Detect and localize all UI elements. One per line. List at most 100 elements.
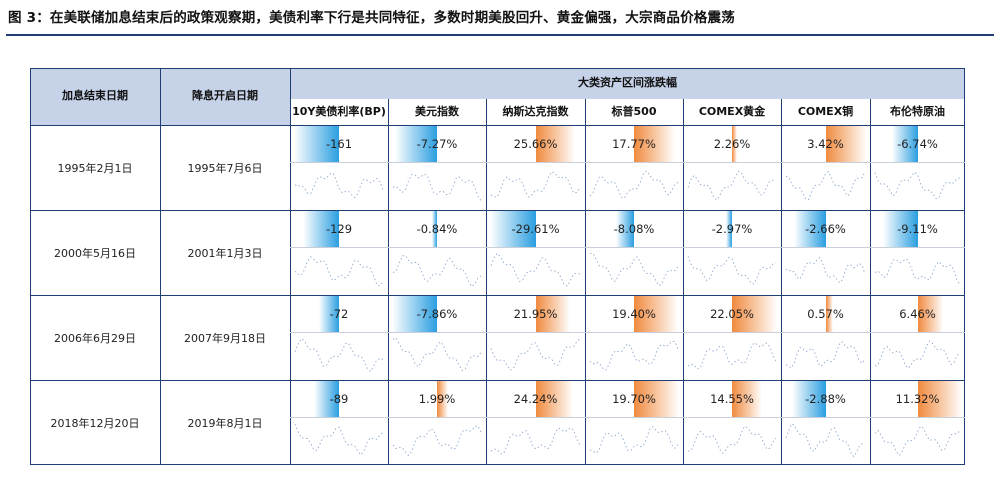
value-bar <box>535 125 575 162</box>
sparkline-trace <box>589 426 679 454</box>
row-separator <box>30 210 965 211</box>
sparkline-trace <box>874 340 961 369</box>
value-text: -0.84% <box>416 221 458 236</box>
sparkline <box>785 341 866 369</box>
col-header-6: 布伦特原油 <box>870 99 965 125</box>
sparkline-trace <box>294 172 384 199</box>
value-bar <box>395 125 437 162</box>
header-asset-group: 大类资产区间涨跌幅 <box>290 68 965 99</box>
sparkline <box>687 425 777 454</box>
sparkline <box>294 337 384 373</box>
sparkline-trace <box>392 255 482 288</box>
sparkline <box>687 342 777 370</box>
sparkline-trace <box>687 425 777 454</box>
value-cell: -9.11% <box>870 210 965 247</box>
value-bar <box>917 295 943 332</box>
value-text: 24.24% <box>513 391 558 406</box>
value-cell: -6.74% <box>870 125 965 162</box>
value-cell: 24.24% <box>486 380 585 417</box>
sparkline <box>874 171 961 200</box>
value-bar <box>825 295 833 332</box>
value-bar <box>535 295 570 332</box>
col-separator <box>290 68 291 465</box>
value-cell: 22.05% <box>683 295 781 332</box>
value-bar <box>634 380 679 417</box>
col-separator <box>683 99 684 465</box>
value-bar <box>616 210 634 247</box>
value-text: -2.66% <box>805 221 846 236</box>
value-sparkline-divider <box>290 162 965 163</box>
value-bar <box>793 210 826 247</box>
sparkline <box>874 258 961 286</box>
value-bar <box>634 125 675 162</box>
value-cell: -129 <box>290 210 388 247</box>
col-header-4: COMEX黄金 <box>683 99 781 125</box>
sparkline <box>590 252 679 287</box>
hike-end-date: 2000年5月16日 <box>54 246 136 260</box>
value-text: 19.70% <box>612 391 656 406</box>
sparkline <box>392 255 482 288</box>
value-cell: 25.66% <box>486 125 585 162</box>
frame-left <box>30 68 31 465</box>
col-header-3: 标普500 <box>585 99 683 125</box>
value-bar <box>891 125 918 162</box>
sparkline <box>589 426 679 454</box>
col-separator <box>160 68 161 465</box>
value-bar <box>314 380 339 417</box>
hike-end-date: 2018年12月20日 <box>50 416 140 430</box>
sparkline <box>490 171 581 198</box>
sparkline-trace <box>392 337 482 372</box>
col-header-0: 10Y美债利率(BP) <box>290 99 388 125</box>
value-bar <box>634 295 678 332</box>
value-bar <box>732 380 762 417</box>
sparkline <box>874 340 961 369</box>
row-separator <box>30 295 965 296</box>
sparkline-trace <box>590 252 679 287</box>
col-separator <box>870 99 871 465</box>
sparkline <box>392 173 482 201</box>
sparkline-trace <box>392 173 482 201</box>
col-separator <box>388 99 389 465</box>
value-bar <box>791 380 826 417</box>
sparkline <box>490 252 581 287</box>
value-cell: -2.88% <box>781 380 870 417</box>
value-bar <box>726 210 732 247</box>
cut-start-date: 2007年9月18日 <box>184 331 266 345</box>
value-cell: 19.40% <box>585 295 683 332</box>
header-cut-start: 降息开启日期 <box>160 68 290 125</box>
col-header-1: 美元指数 <box>388 99 486 125</box>
value-cell: 19.70% <box>585 380 683 417</box>
sparkline <box>490 338 581 371</box>
value-bar <box>825 125 867 162</box>
value-sparkline-divider <box>290 247 965 248</box>
value-bar <box>535 380 573 417</box>
value-cell: 2.26% <box>683 125 781 162</box>
value-bar <box>392 295 437 332</box>
value-text: 14.55% <box>710 391 754 406</box>
sparkline-trace <box>294 337 384 373</box>
value-cell: -72 <box>290 295 388 332</box>
value-sparkline-divider <box>290 332 965 333</box>
col-separator <box>585 99 586 465</box>
col-separator <box>781 99 782 465</box>
col-header-5: COMEX铜 <box>781 99 870 125</box>
header-bottom-rule <box>30 125 965 126</box>
sparkline-trace <box>490 427 581 455</box>
sparkline-trace <box>874 425 961 457</box>
sparkline <box>785 423 866 458</box>
sparkline <box>687 170 777 201</box>
sparkline <box>294 172 384 199</box>
value-bar <box>319 295 339 332</box>
value-text: 25.66% <box>513 136 558 151</box>
value-text: -7.27% <box>416 136 458 151</box>
value-cell: 11.32% <box>870 380 965 417</box>
frame-bottom <box>30 464 965 465</box>
frame-right <box>964 68 965 465</box>
value-text: -2.97% <box>711 221 753 236</box>
asset-returns-table: 加息结束日期 降息开启日期 大类资产区间涨跌幅 10Y美债利率(BP) 美元指数纳… <box>30 68 965 465</box>
sparkline <box>490 427 581 455</box>
value-cell: -7.27% <box>388 125 486 162</box>
value-cell: 1.99% <box>388 380 486 417</box>
hike-end-date: 2006年6月29日 <box>54 331 136 345</box>
value-text: 2.26% <box>713 136 751 151</box>
